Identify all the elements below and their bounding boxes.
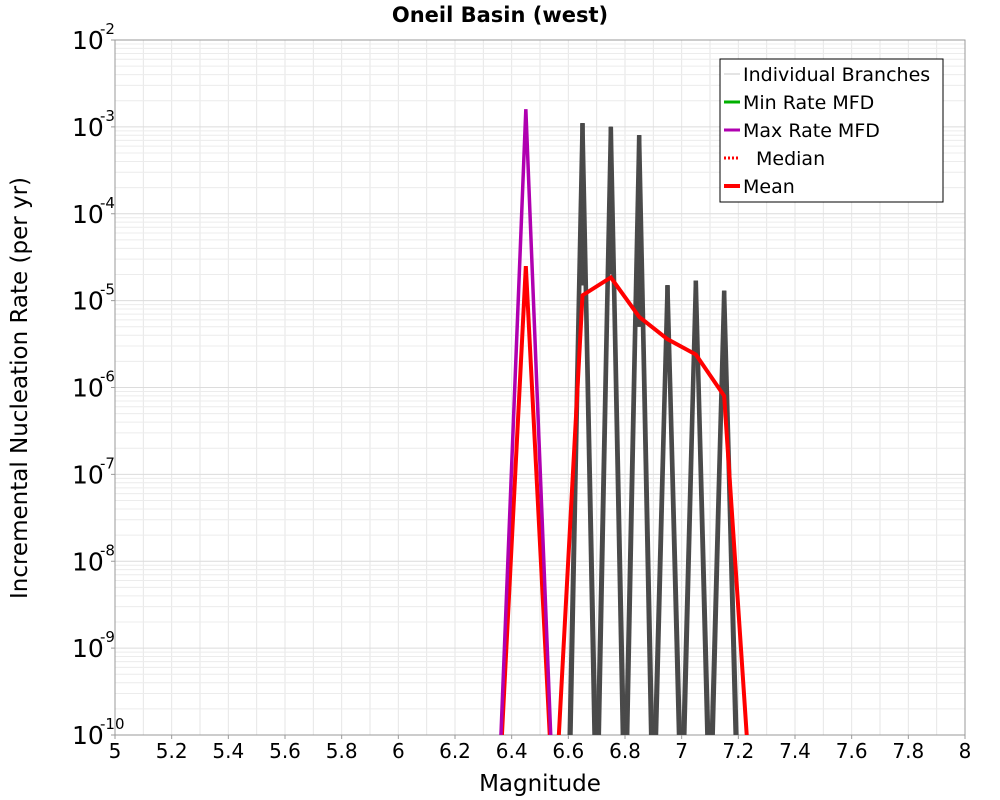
branch-rise [713,290,727,735]
x-tick-label: 7.2 [722,739,754,763]
plot-series [499,109,749,735]
branch-rise [656,285,670,735]
branch-rise [685,280,699,735]
x-tick-label: 5.6 [269,739,301,763]
plot-data [499,109,749,735]
y-tick-label: 10 [72,200,104,229]
legend-label: Min Rate MFD [743,92,874,114]
y-tick-exponent: -4 [100,194,115,212]
branch-fall [583,123,598,735]
x-tick-label: 6.4 [496,739,528,763]
branch-fall [611,126,626,735]
x-tick-label: 7.6 [836,739,868,763]
branch-fall [640,135,655,735]
x-tick-label: 6.8 [609,739,641,763]
branch-fall [696,280,711,735]
x-tick-label: 6.6 [552,739,584,763]
series-line-mean [499,265,749,735]
y-tick-label: 10 [72,721,104,750]
x-tick-label: 5.2 [156,739,188,763]
legend-label: Median [756,148,825,170]
legend-box [719,58,944,203]
y-tick-exponent: -8 [100,541,115,559]
y-tick-exponent: -6 [100,368,115,386]
y-tick-label: 10 [72,547,104,576]
x-tick-label: 5 [109,739,122,763]
x-axis-ticks: 5 5.2 5.4 5.6 5.8 6 6.2 6.4 6.6 6.8 7 7.2 7.4 7.6 7.8 8 [109,735,972,763]
legend-label: Max Rate MFD [743,120,880,142]
legend-label: Mean [743,176,795,198]
branch-rise [628,135,642,735]
x-tick-label: 5.8 [326,739,358,763]
y-tick-exponent: -7 [100,454,115,472]
branch-rise [599,126,614,735]
y-axis-label: Incremental Nucleation Rate (per yr) [7,177,33,599]
y-tick-label: 10 [72,113,104,142]
x-tick-label: 7.8 [892,739,924,763]
x-tick-label: 6.2 [439,739,471,763]
y-tick-exponent: -3 [100,107,115,125]
y-tick-exponent: -10 [100,715,125,733]
x-tick-label: 5.4 [212,739,244,763]
y-tick-exponent: -9 [100,628,115,646]
y-tick-exponent: -2 [100,20,115,38]
branch-rise [571,123,585,735]
y-tick-label: 10 [72,26,104,55]
legend: Individual Branches Min Rate MFD Max Rate … [719,58,944,203]
y-tick-label: 10 [72,460,104,489]
series-line-max-rate-mfd [499,109,553,735]
branch-fall [668,285,682,735]
legend-label: Individual Branches [743,64,930,86]
x-tick-label: 7.4 [779,739,811,763]
y-tick-exponent: -5 [100,281,115,299]
x-tick-label: 8 [959,739,972,763]
x-tick-label: 6 [392,739,405,763]
y-tick-label: 10 [72,634,104,663]
y-tick-label: 10 [72,374,104,403]
x-axis-label: Magnitude [479,771,601,797]
x-tick-label: 7 [675,739,688,763]
chart-title: Oneil Basin (west) [392,3,608,27]
y-tick-label: 10 [72,287,104,316]
